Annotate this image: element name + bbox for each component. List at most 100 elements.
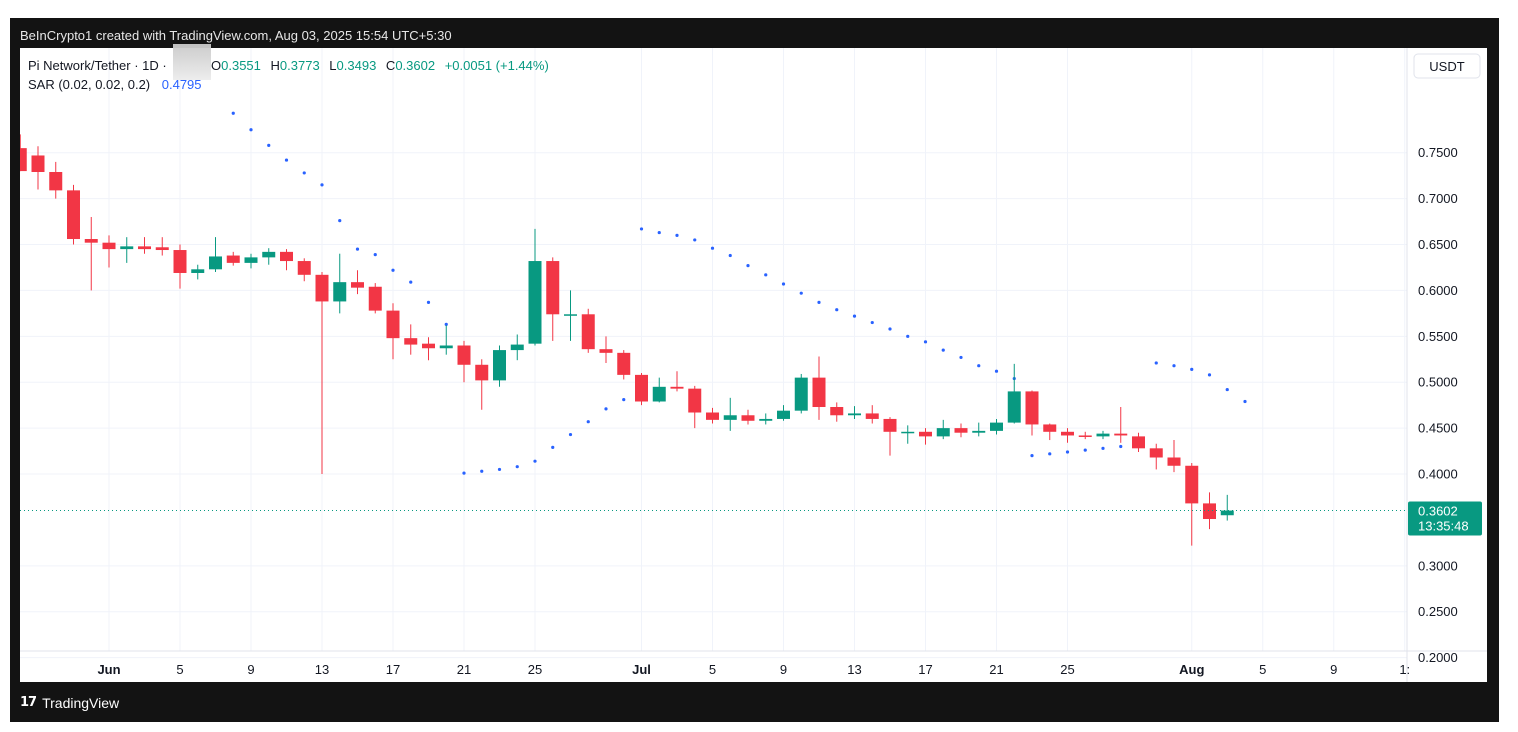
candle-body (404, 338, 418, 345)
candle (120, 237, 134, 263)
candle-body (173, 250, 187, 273)
candle-body (351, 282, 364, 288)
time-axis[interactable]: Jun 5 9 13 17 21 25 Jul 5 9 13 17 21 25 Aug 5 9 1: (97, 662, 1410, 677)
sar-dot (462, 471, 466, 475)
redacted-area (173, 44, 211, 80)
sar-dot (568, 432, 573, 437)
candle (794, 373, 808, 414)
candle-body (67, 190, 80, 240)
candle-body (209, 256, 222, 270)
price-axis[interactable]: 0.7500 0.7000 0.6500 0.6000 0.5500 0.5000 0.45… (1418, 145, 1458, 665)
candle (351, 270, 364, 295)
sar-dot (1172, 364, 1176, 368)
candle-body (794, 377, 808, 411)
candle (901, 425, 915, 444)
legend[interactable]: Pi Network/Tether · 1D · O0.3551 H0.3773… (28, 58, 549, 92)
time-tick-label: 17 (918, 662, 932, 677)
candle-countdown: 13:35:48 (1418, 519, 1469, 534)
candle-body (1203, 503, 1216, 520)
price-tick-label: 0.7500 (1418, 145, 1458, 160)
candle (493, 345, 506, 387)
candle-body (280, 251, 293, 262)
candle-body (617, 352, 631, 375)
candle-body (1114, 433, 1128, 436)
price-tick-label: 0.5000 (1418, 375, 1458, 390)
candle (1167, 440, 1181, 473)
sar-dot (249, 128, 253, 132)
candle-body (706, 412, 719, 420)
candle (670, 371, 684, 392)
candle-body (49, 171, 63, 191)
sar-dots (231, 111, 1247, 475)
candle (386, 303, 400, 360)
time-tick-label: 21 (457, 662, 471, 677)
candle-body (635, 374, 648, 402)
chart-panel[interactable]: 0.7500 0.7000 0.6500 0.6000 0.5500 0.5000 0.45… (13, 48, 1487, 682)
candle-body (759, 418, 773, 421)
candlestick-chart[interactable]: 0.7500 0.7000 0.6500 0.6000 0.5500 0.5000 0.45… (13, 48, 1487, 682)
candle-body (990, 422, 1003, 431)
candle (1096, 430, 1110, 440)
candle (31, 146, 45, 190)
candle (1078, 431, 1092, 440)
candle (652, 377, 666, 403)
candle (1025, 390, 1039, 436)
sar-dot (941, 348, 945, 352)
candle-body (102, 242, 116, 250)
price-tick-label: 0.6000 (1418, 283, 1458, 298)
sar-dot (391, 268, 395, 272)
sar-dot (586, 420, 590, 424)
candle-body (741, 415, 755, 421)
time-tick-label: 9 (780, 662, 787, 677)
sar-dot (497, 467, 502, 472)
sar-dot (622, 398, 626, 402)
candle (49, 161, 63, 199)
candle-body (244, 257, 258, 263)
candle-body (138, 246, 151, 250)
sar-dot (994, 369, 999, 373)
sar-dot (870, 320, 874, 325)
candle-body (919, 431, 932, 437)
candle-body (1149, 448, 1163, 458)
candle-body (155, 247, 169, 251)
sar-dot (1048, 452, 1052, 456)
price-tick-label: 0.2500 (1418, 604, 1458, 619)
sar-dot (1154, 361, 1158, 365)
time-tick-label: 9 (1330, 662, 1337, 677)
candle-body (1043, 424, 1057, 432)
credit-line: BeInCrypto1 created with TradingView.com… (20, 28, 452, 43)
candle-body (1132, 436, 1145, 449)
candle (883, 417, 897, 456)
currency-button[interactable] (1413, 53, 1481, 79)
candle (1114, 407, 1128, 443)
candle (13, 134, 27, 172)
sar-dot (728, 253, 732, 258)
candle-body (652, 386, 666, 402)
candle (244, 253, 258, 269)
high-value: 0.3773 (280, 58, 320, 73)
candle (1185, 463, 1199, 546)
candle (368, 283, 382, 314)
candle-body (1096, 433, 1110, 437)
candle-body (422, 343, 435, 349)
candle-body (315, 274, 329, 302)
sar-dot (267, 143, 271, 147)
sar-dot (409, 280, 413, 284)
sar-dot (355, 247, 360, 251)
candle-body (581, 314, 595, 350)
sar-dot (604, 407, 608, 411)
candle (865, 405, 879, 424)
last-price-tag: 0.3602 13:35:48 (1408, 501, 1482, 536)
candle-body (777, 410, 790, 419)
time-tick-label: 5 (176, 662, 183, 677)
candle (439, 325, 453, 355)
ohlc-legend: Pi Network/Tether · 1D · O0.3551 H0.3773… (28, 58, 549, 73)
sar-dot (693, 238, 697, 242)
sar-dot (338, 219, 342, 223)
candle-body (936, 428, 950, 437)
candle (954, 423, 968, 438)
candle (599, 336, 613, 363)
sar-dot (1190, 367, 1194, 371)
sar-dot (852, 314, 857, 318)
sar-dot (426, 300, 431, 304)
